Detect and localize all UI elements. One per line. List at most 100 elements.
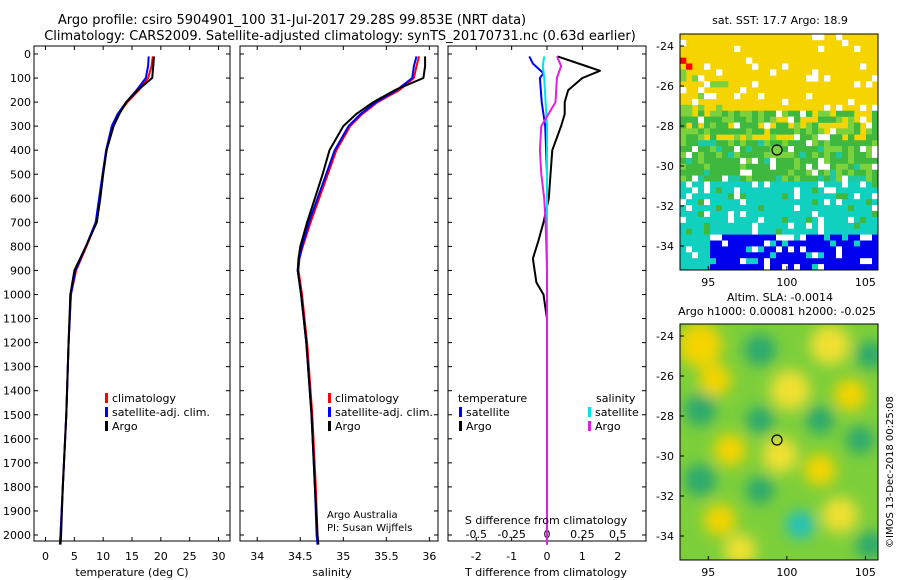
x-tick-label: 10 (96, 550, 110, 563)
sst-cell (728, 116, 735, 123)
sst-cell (872, 264, 879, 271)
sst-cell (680, 128, 687, 135)
sst-cell (758, 110, 765, 117)
sst-map-axes: -24 -26 -28 -30 -32 -34 95 100 105 (656, 40, 876, 289)
sst-cell (848, 222, 855, 229)
x-tick-label: -1 (506, 550, 517, 563)
sst-cell (734, 211, 741, 218)
sla-blob (770, 370, 810, 410)
s-tick-label: 0.25 (570, 528, 595, 541)
sst-cell (794, 175, 801, 182)
sst-cell (824, 187, 831, 194)
sst-cell (734, 234, 741, 241)
sst-cell (746, 134, 753, 141)
sst-cell (680, 146, 687, 153)
sst-cell (866, 81, 873, 88)
sst-cell (734, 93, 741, 100)
sst-cell (794, 169, 801, 176)
sst-cell (806, 222, 813, 229)
sst-cell (680, 193, 687, 200)
sst-cell (704, 128, 711, 135)
sst-cell (818, 228, 825, 235)
sst-cell (806, 211, 813, 218)
sst-cell (722, 122, 729, 129)
sla-blob (856, 341, 878, 369)
sst-cell (860, 146, 867, 153)
sst-cell (698, 216, 705, 224)
sst-cell (698, 104, 705, 111)
sst-cell (692, 193, 699, 200)
sst-cell (698, 228, 705, 235)
legend-swatch-climatology (328, 393, 331, 403)
sst-cell (776, 128, 783, 135)
sst-cell (806, 205, 813, 212)
sst-cell (824, 252, 831, 259)
title-line2: Climatology: CARS2009. Satellite-adjuste… (44, 29, 636, 44)
sst-cell (842, 39, 849, 47)
sst-cell (728, 234, 735, 241)
sst-cell (848, 240, 855, 247)
lat-tick-label: -26 (656, 370, 674, 383)
sst-cell (680, 234, 687, 241)
sst-cell (794, 222, 801, 229)
sst-cell (806, 234, 813, 241)
sst-cell (686, 240, 693, 247)
sst-cell (800, 216, 807, 224)
sst-cell (704, 116, 711, 123)
sst-cell (818, 157, 825, 165)
sst-cell (854, 181, 861, 188)
sst-cell (704, 81, 711, 88)
sst-cell (698, 140, 705, 147)
sst-cell (872, 193, 879, 200)
sst-cell (800, 169, 807, 176)
sst-cell (746, 57, 753, 64)
depth-tick-label: 500 (10, 168, 31, 181)
sst-cell (782, 216, 789, 224)
sst-cell (866, 252, 873, 259)
sst-cell (692, 169, 699, 176)
sst-cell (758, 116, 765, 123)
sst-cell (698, 93, 705, 100)
sst-cell (686, 110, 693, 117)
sst-cell (842, 199, 849, 206)
sst-cell (698, 87, 705, 94)
sst-cell (806, 187, 813, 194)
sst-cell (716, 175, 723, 182)
sst-cell (740, 234, 747, 241)
sst-cell (698, 146, 705, 153)
sst-cell (848, 216, 855, 224)
lat-tick-label: -28 (656, 410, 674, 423)
sst-cell (836, 175, 843, 182)
sst-cell (842, 246, 849, 253)
sst-cell (800, 175, 807, 182)
sst-cell (752, 122, 759, 129)
sst-cell (848, 163, 855, 170)
sst-cell (722, 252, 729, 259)
sst-cell (722, 169, 729, 176)
sst-cell (746, 222, 753, 229)
sst-cell (710, 252, 717, 259)
sst-cell (692, 122, 699, 129)
sst-cell (806, 140, 813, 147)
sst-cell (794, 152, 801, 159)
sst-cell (692, 228, 699, 235)
sst-cell (704, 146, 711, 153)
sst-cell (824, 258, 831, 265)
sla-value: Altim. SLA: -0.0014 (727, 291, 833, 304)
sst-cell (860, 152, 867, 159)
sst-cell (842, 110, 849, 117)
sst-cell (782, 211, 789, 218)
sst-cell (686, 116, 693, 123)
sst-cell (698, 163, 705, 170)
sst-cell (860, 199, 867, 206)
sst-cell (758, 163, 765, 170)
sst-cell (758, 140, 765, 147)
sla-blob (856, 531, 878, 559)
sst-cell (872, 228, 879, 235)
sla-blob (746, 406, 774, 434)
sst-cell (782, 98, 789, 106)
legend-swatch-satellite (328, 407, 331, 417)
sst-cell (836, 199, 843, 206)
sst-cell (764, 264, 771, 271)
sst-cell (854, 81, 861, 88)
